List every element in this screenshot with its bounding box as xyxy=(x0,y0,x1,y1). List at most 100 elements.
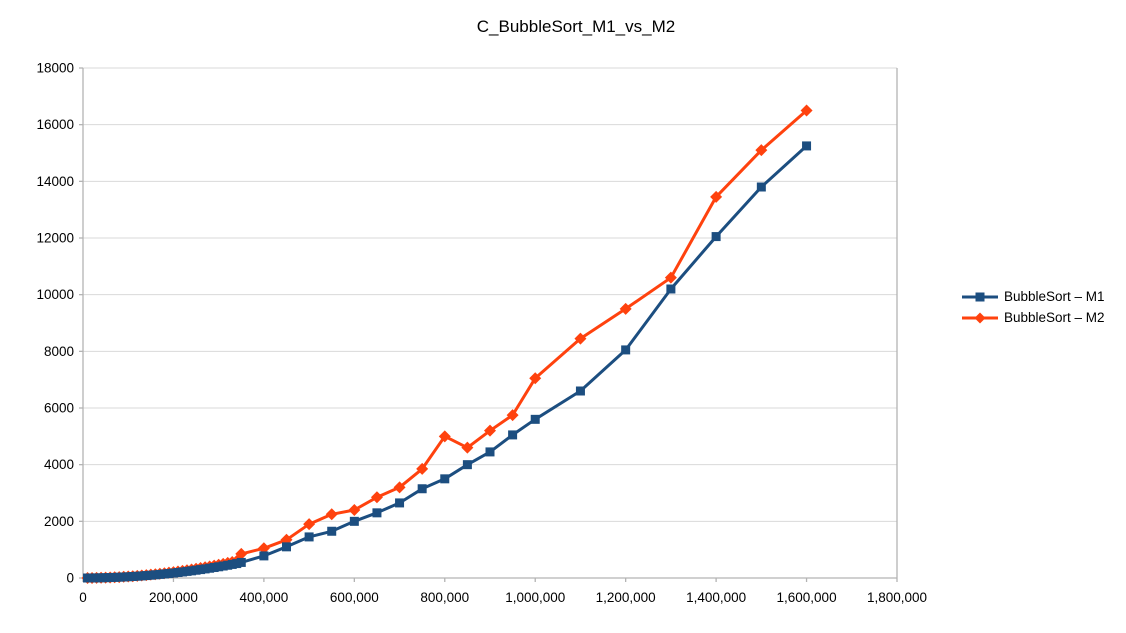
x-tick-label: 200,000 xyxy=(149,590,198,605)
series-bubblesort-m2 xyxy=(81,104,813,584)
diamond-marker xyxy=(800,104,813,117)
square-marker xyxy=(123,572,133,582)
square-marker xyxy=(200,564,210,574)
square-marker xyxy=(92,573,102,583)
square-marker xyxy=(621,345,631,355)
square-marker xyxy=(575,386,585,396)
x-tick-label: 0 xyxy=(79,590,87,605)
diamond-marker xyxy=(484,424,496,437)
x-tick-label: 800,000 xyxy=(420,590,469,605)
diamond-legend-marker-icon xyxy=(962,312,998,323)
diamond-marker xyxy=(370,491,383,504)
square-marker xyxy=(209,563,219,573)
y-tick-label: 6000 xyxy=(44,401,74,416)
square-marker xyxy=(232,559,242,569)
square-marker xyxy=(395,498,405,508)
diamond-marker xyxy=(574,332,587,345)
legend-item-bubblesort-m1: BubbleSort – M1 xyxy=(961,286,1105,307)
square-marker xyxy=(187,566,197,576)
square-marker xyxy=(508,430,518,440)
square-marker xyxy=(417,484,427,494)
x-tick-label: 600,000 xyxy=(330,590,379,605)
square-marker xyxy=(141,571,151,581)
x-tick-label: 1,600,000 xyxy=(777,590,837,605)
x-tick-label: 1,200,000 xyxy=(596,590,656,605)
square-marker xyxy=(96,573,106,583)
square-marker xyxy=(168,568,178,578)
gridlines xyxy=(83,67,897,522)
square-marker xyxy=(282,542,291,552)
square-marker xyxy=(128,571,138,581)
legend-label: BubbleSort – M1 xyxy=(1004,289,1105,304)
square-marker xyxy=(327,526,337,536)
tick-labels: 0 200,000 400,000 600,000 800,000 1,000,000 1,… xyxy=(36,61,927,606)
square-marker xyxy=(218,561,228,571)
square-marker xyxy=(119,572,129,582)
axes xyxy=(79,67,898,582)
y-tick-label: 14000 xyxy=(36,174,74,189)
diamond-marker xyxy=(506,409,519,422)
series-line xyxy=(86,144,809,580)
square-marker xyxy=(304,532,314,542)
chart-title: C_BubbleSort_M1_vs_M2 xyxy=(476,17,676,36)
square-marker xyxy=(802,141,812,151)
diamond-marker xyxy=(438,430,451,443)
square-marker xyxy=(137,571,147,581)
square-marker xyxy=(711,232,721,242)
square-marker xyxy=(756,182,766,192)
y-tick-label: 0 xyxy=(66,571,74,586)
square-marker xyxy=(227,559,237,569)
square-marker xyxy=(177,567,187,577)
square-marker xyxy=(159,569,169,579)
square-marker xyxy=(114,572,124,582)
x-tick-label: 1,800,000 xyxy=(867,590,927,605)
y-tick-label: 18000 xyxy=(36,61,74,76)
square-marker xyxy=(173,568,183,578)
square-marker xyxy=(236,557,246,567)
square-marker xyxy=(132,571,142,581)
square-legend-marker-icon xyxy=(962,292,998,301)
square-marker xyxy=(349,516,359,526)
square-marker xyxy=(196,565,206,575)
square-marker xyxy=(182,566,192,576)
y-tick-label: 4000 xyxy=(44,457,74,472)
x-tick-label: 1,400,000 xyxy=(686,590,746,605)
square-marker xyxy=(150,570,160,580)
square-marker xyxy=(530,414,540,424)
diamond-marker xyxy=(235,547,248,560)
square-marker xyxy=(205,563,215,573)
square-marker xyxy=(440,474,450,484)
series-bubblesort-m1 xyxy=(83,141,812,583)
diamond-marker xyxy=(416,462,429,475)
y-tick-label: 16000 xyxy=(36,117,74,132)
y-tick-label: 2000 xyxy=(44,514,74,529)
diamond-marker xyxy=(529,372,542,385)
x-tick-label: 1,000,000 xyxy=(505,590,565,605)
square-marker xyxy=(191,565,201,575)
square-marker xyxy=(372,508,382,518)
square-marker xyxy=(83,573,93,583)
legend: BubbleSort – M1 BubbleSort – M2 xyxy=(961,286,1105,328)
y-tick-label: 10000 xyxy=(36,287,74,302)
square-marker xyxy=(462,460,472,470)
diamond-marker xyxy=(303,518,316,531)
square-marker xyxy=(105,573,115,583)
square-marker xyxy=(666,284,676,294)
diamond-marker xyxy=(710,190,723,203)
diamond-marker xyxy=(257,542,270,555)
square-marker xyxy=(101,573,111,583)
diamond-marker xyxy=(619,302,632,315)
x-tick-label: 400,000 xyxy=(239,590,288,605)
square-marker xyxy=(87,573,97,583)
square-marker xyxy=(146,570,156,580)
legend-label: BubbleSort – M2 xyxy=(1004,310,1105,325)
diamond-marker xyxy=(325,508,338,521)
diamond-marker xyxy=(461,441,474,454)
diamond-marker xyxy=(393,481,406,494)
y-tick-label: 12000 xyxy=(36,231,74,246)
series-line xyxy=(86,109,809,580)
diamond-marker xyxy=(755,144,768,157)
diamond-marker xyxy=(348,504,361,516)
